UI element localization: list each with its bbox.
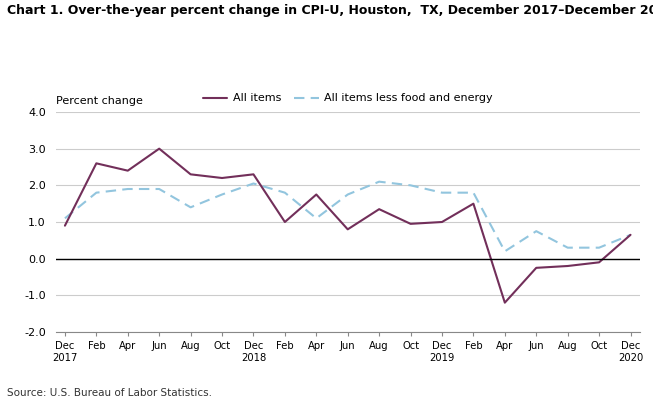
Text: Chart 1. Over-the-year percent change in CPI-U, Houston,  TX, December 2017–Dece: Chart 1. Over-the-year percent change in… [7, 4, 653, 17]
Legend: All items, All items less food and energy: All items, All items less food and energ… [198, 89, 498, 108]
Text: Percent change: Percent change [56, 96, 142, 106]
Text: Source: U.S. Bureau of Labor Statistics.: Source: U.S. Bureau of Labor Statistics. [7, 388, 212, 398]
